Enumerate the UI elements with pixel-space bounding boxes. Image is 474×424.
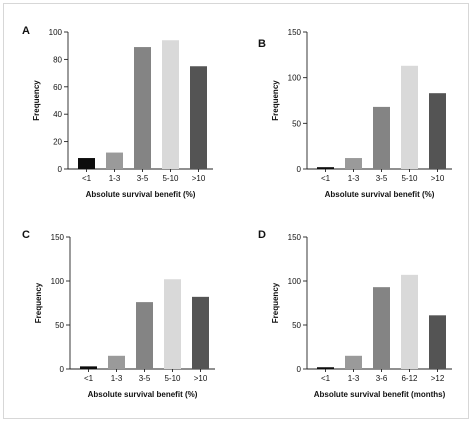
- bar: [108, 355, 125, 369]
- x-tick-label: <1: [84, 374, 94, 383]
- y-tick-label: 100: [51, 277, 65, 286]
- x-tick-label: <1: [321, 174, 331, 183]
- y-tick-label: 40: [53, 110, 62, 119]
- y-tick-label: 0: [297, 165, 302, 174]
- x-tick-label: 1-3: [348, 374, 360, 383]
- x-axis-title: Absolute survival benefit (%): [86, 190, 196, 199]
- y-tick-label: 0: [58, 165, 63, 174]
- x-axis-title: Absolute survival benefit (months): [314, 390, 446, 399]
- bar: [162, 40, 179, 169]
- bar: [373, 106, 390, 169]
- y-tick-label: 60: [53, 83, 62, 92]
- y-tick-label: 50: [55, 321, 64, 330]
- panel-letter: B: [258, 38, 266, 50]
- panel-letter: C: [22, 229, 30, 241]
- x-tick-label: 6-12: [401, 374, 418, 383]
- bar: [106, 152, 123, 169]
- bar: [401, 274, 418, 369]
- y-tick-label: 50: [292, 321, 301, 330]
- y-axis-title: Frequency: [271, 282, 280, 323]
- bar: [136, 302, 153, 369]
- bar: [190, 66, 207, 169]
- x-tick-label: 1-3: [111, 374, 123, 383]
- x-tick-label: 1-3: [348, 174, 360, 183]
- bar: [401, 65, 418, 169]
- x-axis-title: Absolute survival benefit (%): [325, 190, 435, 199]
- y-tick-label: 100: [49, 28, 63, 37]
- x-tick-label: >10: [194, 374, 208, 383]
- y-tick-label: 50: [292, 119, 301, 128]
- bar: [345, 355, 362, 369]
- chart-panel-a: A 0 20 40 60 80 100 <1 1-3 3-5 5-10 >10 Absolute sur…: [22, 25, 213, 199]
- x-tick-label: 5-10: [164, 374, 181, 383]
- y-tick-label: 0: [297, 365, 302, 374]
- panel-letter: A: [22, 25, 30, 37]
- x-tick-label: >12: [431, 374, 445, 383]
- x-tick-label: 3-5: [376, 174, 388, 183]
- chart-panel-d: D 0 50 100 150 <1 1-3 3-6 6-12 >12 Absolute surviv…: [258, 229, 452, 399]
- bar: [373, 287, 390, 369]
- bar: [317, 367, 334, 369]
- bar: [164, 279, 181, 369]
- chart-panel-c: C 0 50 100 150 <1 1-3 3-5 5-10 >10 Absolute surviv…: [22, 229, 215, 399]
- x-tick-label: 5-10: [162, 174, 179, 183]
- x-tick-label: >10: [431, 174, 445, 183]
- x-tick-label: <1: [82, 174, 92, 183]
- y-tick-label: 100: [288, 277, 302, 286]
- x-tick-label: 3-5: [139, 374, 151, 383]
- panel-letter: D: [258, 229, 266, 241]
- bar: [429, 93, 446, 169]
- x-tick-label: 1-3: [109, 174, 121, 183]
- bar: [78, 158, 95, 169]
- bar: [80, 366, 97, 369]
- bar: [192, 296, 209, 369]
- y-tick-label: 0: [60, 365, 65, 374]
- y-tick-label: 100: [288, 74, 302, 83]
- x-axis-title: Absolute survival benefit (%): [88, 390, 198, 399]
- x-tick-label: 5-10: [401, 174, 418, 183]
- chart-panel-b: B 0 50 100 150 <1 1-3 3-5 5-10 >10 Absolute surviv…: [258, 28, 452, 199]
- bar: [317, 167, 334, 169]
- x-tick-label: 3-5: [137, 174, 149, 183]
- x-tick-label: <1: [321, 374, 331, 383]
- x-tick-label: 3-6: [376, 374, 388, 383]
- bar: [134, 47, 151, 169]
- y-tick-label: 80: [53, 55, 62, 64]
- figure-frame: [3, 3, 469, 419]
- y-axis-title: Frequency: [271, 80, 280, 121]
- bar: [345, 158, 362, 169]
- x-tick-label: >10: [192, 174, 206, 183]
- y-tick-label: 150: [288, 233, 302, 242]
- y-axis-title: Frequency: [32, 80, 41, 121]
- bar: [429, 315, 446, 369]
- y-tick-label: 20: [53, 138, 62, 147]
- y-tick-label: 150: [51, 233, 65, 242]
- y-tick-label: 150: [288, 28, 302, 37]
- y-axis-title: Frequency: [34, 282, 43, 323]
